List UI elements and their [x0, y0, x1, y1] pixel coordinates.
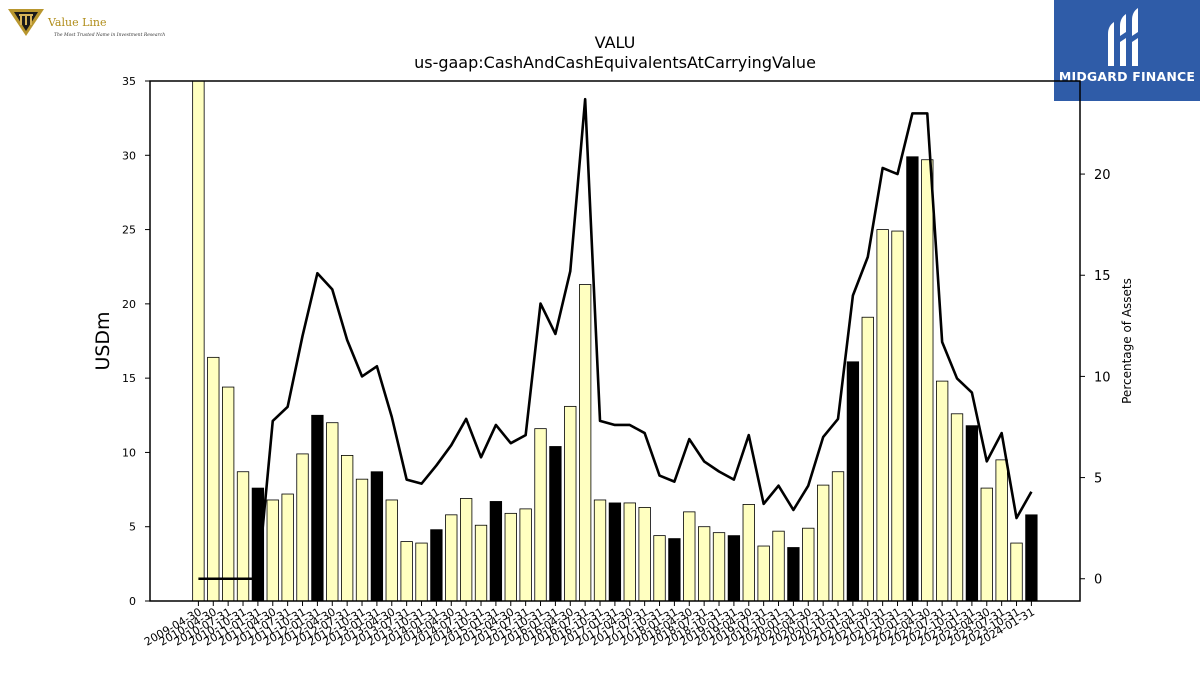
bar-2021-01-31 — [846, 361, 860, 602]
bar-2021-07-31 — [876, 229, 889, 602]
bar-2021-10-31 — [891, 230, 904, 602]
bar-2011-04-30 — [266, 499, 279, 602]
bar-2015-01-31 — [489, 501, 503, 602]
y-tick-label: 25 — [122, 224, 136, 237]
y-tick-label: 10 — [122, 446, 136, 459]
bar-2016-10-31 — [593, 499, 607, 602]
bar-2011-10-31 — [296, 453, 309, 602]
bar-2015-04-30 — [504, 512, 517, 602]
bar-2024-01-31 — [1025, 514, 1038, 602]
bar-2022-04-30 — [921, 159, 934, 602]
bar-2009-04-30 — [192, 80, 205, 602]
bar-2012-10-31 — [355, 478, 369, 602]
bar-2014-10-31 — [474, 524, 488, 602]
chart-subtitle: us-gaap:CashAndCashEquivalentsAtCarrying… — [414, 53, 816, 72]
bar-2013-07-31 — [400, 541, 413, 602]
y-tick-label: 0 — [129, 595, 136, 608]
bar-2010-07-31 — [221, 386, 235, 602]
y-tick-label: 15 — [122, 372, 136, 385]
y-tick-label: 35 — [122, 75, 136, 88]
bar-2016-01-31 — [549, 446, 562, 602]
bar-2017-04-30 — [623, 502, 636, 602]
bar-2017-01-31 — [608, 502, 622, 602]
bar-2020-01-31 — [787, 547, 800, 602]
bar-2022-01-31 — [906, 156, 919, 602]
midgard-emblem-icon — [1108, 8, 1138, 66]
bar-2012-07-31 — [340, 454, 354, 602]
bar-2023-01-31 — [965, 425, 979, 602]
value-line-name: Value Line — [48, 16, 107, 29]
y-tick-label: 30 — [122, 149, 136, 162]
bar-2019-07-31 — [757, 545, 770, 602]
y2-tick-label: 5 — [1094, 472, 1102, 487]
bar-2010-10-31 — [236, 471, 250, 602]
bar-2018-10-31 — [712, 532, 726, 602]
midgard-finance-logo: MIDGARD FINANCE — [1054, 0, 1200, 101]
bar-2015-10-31 — [534, 428, 547, 602]
bar-2023-07-31 — [995, 459, 1008, 602]
bar-2020-10-31 — [831, 471, 845, 602]
pct-assets-line — [198, 97, 1033, 581]
bar-2016-07-31 — [579, 284, 592, 602]
bar-2023-10-31 — [1010, 542, 1023, 602]
bar-2020-07-31 — [817, 484, 830, 602]
value-line-emblem-icon — [8, 9, 44, 36]
value-line-tagline: The Most Trusted Name in Investment Rese… — [54, 33, 166, 38]
bar-2021-04-30 — [861, 316, 874, 602]
bar-2019-01-31 — [727, 535, 741, 602]
bar-2014-07-31 — [459, 498, 473, 602]
bar-2018-07-31 — [698, 526, 711, 602]
bar-2017-07-31 — [638, 506, 651, 602]
bar-2018-01-31 — [668, 538, 681, 602]
bar-2014-04-30 — [445, 514, 458, 602]
bar-2012-01-31 — [311, 414, 324, 602]
midgard-finance-name: MIDGARD FINANCE — [1058, 69, 1196, 84]
bar-2023-04-30 — [980, 487, 993, 602]
bar-2018-04-30 — [683, 511, 696, 602]
y2-tick-label: 15 — [1094, 269, 1111, 284]
chart-title: VALU — [595, 33, 636, 52]
bar-2011-07-31 — [281, 493, 294, 602]
bar-2019-04-30 — [742, 504, 755, 602]
y2-tick-label: 10 — [1094, 370, 1111, 385]
y2-tick-label: 0 — [1094, 573, 1102, 588]
y-tick-label: 5 — [129, 521, 136, 534]
y2-tick-label: 20 — [1094, 168, 1111, 183]
bar-2010-04-30 — [207, 356, 220, 602]
y2-axis-label: Percentage of Assets — [1120, 278, 1134, 404]
bar-2016-04-30 — [564, 405, 577, 602]
bar-2022-07-31 — [936, 380, 949, 602]
bar-2013-01-31 — [370, 471, 384, 602]
bar-2022-10-31 — [950, 413, 964, 602]
bar-2020-04-30 — [802, 527, 815, 602]
bar-2017-10-31 — [653, 535, 666, 602]
bar-2014-01-31 — [430, 529, 443, 602]
bar-2013-04-30 — [385, 499, 398, 602]
value-line-logo: Value Line The Most Trusted Name in Inve… — [6, 6, 166, 40]
bar-2013-10-31 — [415, 542, 428, 602]
bar-2019-10-31 — [772, 530, 785, 602]
y-axis-label: USDm — [92, 311, 114, 370]
bar-2015-07-31 — [519, 508, 532, 602]
y-tick-label: 20 — [122, 298, 136, 311]
bar-2012-04-30 — [326, 422, 339, 602]
